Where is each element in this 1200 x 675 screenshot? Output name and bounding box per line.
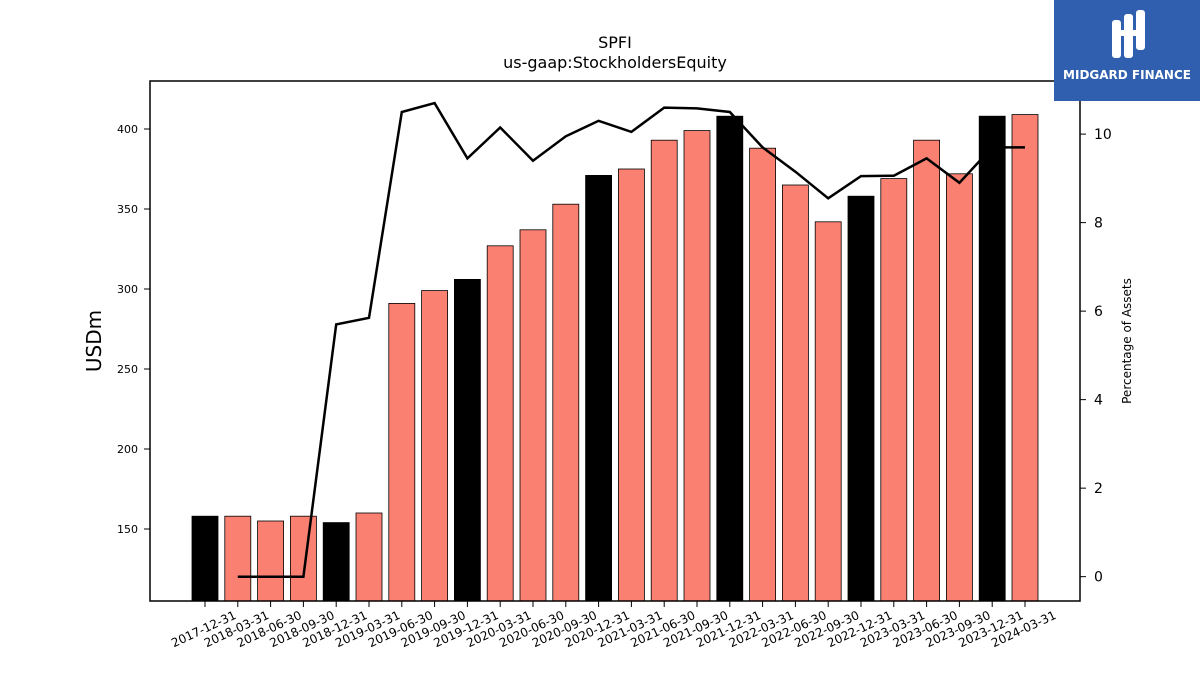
bar-2018-06-30 xyxy=(257,520,285,602)
y2-tick-label: 6 xyxy=(1094,304,1103,320)
y2-tick-label: 8 xyxy=(1094,216,1103,232)
bar-2019-09-30 xyxy=(421,290,449,602)
bar-2023-06-30 xyxy=(913,139,940,602)
y2-tick-label: 4 xyxy=(1094,393,1103,409)
bar-2022-03-31 xyxy=(749,147,776,602)
bar-2023-12-31 xyxy=(978,115,1006,602)
bar-2021-12-31 xyxy=(716,115,744,602)
bar-2018-12-31 xyxy=(322,522,350,602)
plot-frame xyxy=(149,80,1081,602)
bar-2020-12-31 xyxy=(585,174,612,602)
y2-tick-label: 10 xyxy=(1094,127,1112,143)
bar-2022-06-30 xyxy=(782,184,809,602)
x-axis-ticks: 2017-12-312018-03-312018-06-302018-09-30… xyxy=(169,601,1058,650)
y-tick-label: 350 xyxy=(117,203,138,216)
bar-2022-12-31 xyxy=(847,195,875,602)
logo-mark-icon xyxy=(1112,10,1145,58)
y2-tick-label: 0 xyxy=(1094,570,1103,586)
bar-2021-09-30 xyxy=(683,130,711,602)
chart-title: SPFI xyxy=(598,33,632,52)
bar-2024-03-31 xyxy=(1011,114,1039,602)
percentage-line xyxy=(237,101,1025,578)
bar-2020-09-30 xyxy=(552,203,580,602)
bar-2023-09-30 xyxy=(946,173,973,602)
y-tick-label: 150 xyxy=(117,523,138,536)
bar-2020-03-31 xyxy=(486,245,514,602)
bar-2019-12-31 xyxy=(453,278,481,602)
y2-axis-label: Percentage of Assets xyxy=(1120,278,1134,404)
y-tick-label: 400 xyxy=(117,123,138,136)
bar-2018-09-30 xyxy=(289,515,317,602)
bar-2019-03-31 xyxy=(355,512,383,602)
y-tick-label: 200 xyxy=(117,443,138,456)
bar-2018-03-31 xyxy=(224,515,252,602)
y-tick-label: 300 xyxy=(117,283,138,296)
y-axis-label: USDm xyxy=(82,310,106,372)
bar-2020-06-30 xyxy=(519,229,547,602)
logo-text: MIDGARD FINANCE xyxy=(1063,68,1191,82)
bar-2023-03-31 xyxy=(880,178,908,602)
bar-2017-12-31 xyxy=(191,515,219,602)
y-tick-label: 250 xyxy=(117,363,138,376)
left-axis-ticks: 150 200 250 300 350 400 xyxy=(117,123,150,536)
right-axis-ticks: 0 2 4 6 8 10 xyxy=(1080,127,1112,586)
bars-group xyxy=(191,114,1039,602)
brand-logo: MIDGARD FINANCE xyxy=(1054,0,1200,101)
bar-2022-09-30 xyxy=(814,221,842,602)
y2-tick-label: 2 xyxy=(1094,481,1103,497)
chart-subtitle: us-gaap:StockholdersEquity xyxy=(503,53,727,72)
bar-2019-06-30 xyxy=(388,302,416,602)
bar-2021-03-31 xyxy=(618,168,645,602)
bar-2021-06-30 xyxy=(650,139,678,602)
